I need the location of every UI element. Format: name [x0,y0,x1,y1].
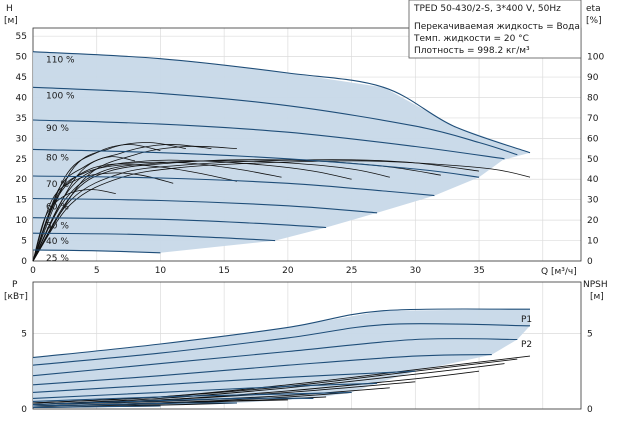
head-y-tick-left: 45 [16,73,27,83]
head-x-tick: 0 [30,266,36,276]
head-y-tick-right: 50 [587,155,599,165]
efficiency-curve [32,164,237,262]
power-curve [32,391,352,402]
head-y-tick-right: 40 [587,175,599,185]
head-y-tick-left: 15 [16,196,27,206]
head-y-tick-left: 0 [21,257,27,267]
speed-label: 90 % [46,124,69,134]
info-line-liquid: Перекачиваемая жидкость = Вода [414,22,580,32]
head-y-tick-left: 35 [16,114,27,124]
head-axis-label: H [6,4,13,14]
head-curve [32,232,276,242]
head-x-tick: 10 [155,266,167,276]
head-y-tick-right: 100 [587,53,604,63]
power-y-tick-left: 5 [21,329,27,339]
head-y-tick-left: 10 [16,216,28,226]
power-curve [32,382,378,399]
head-y-tick-left: 55 [16,32,27,42]
speed-label: 25 % [46,254,69,264]
speed-label: 80 % [46,153,69,163]
head-curve [32,217,327,229]
power-y-tick-right: 5 [587,329,593,339]
power-axis-label: P [12,280,18,290]
head-curve [32,148,480,178]
p1-curve-label: P1 [521,315,532,325]
power-curve [32,370,416,393]
flow-axis-label: Q [м³/ч] [541,267,577,277]
chart-info-legend: TPED 50-430/2-S, 3*400 V, 50Hz Перекачив… [408,0,582,59]
head-curve [32,175,435,197]
head-y-tick-left: 40 [16,93,28,103]
head-y-tick-right: 0 [587,257,593,267]
speed-label: 70 % [46,180,69,190]
npsh-curve [32,363,505,405]
npsh-axis-unit: [м] [590,292,604,302]
head-curve [32,86,518,156]
speed-label: 40 % [46,237,69,247]
p2-curve-label: P2 [521,340,532,350]
head-y-tick-right: 20 [587,216,599,226]
head-x-tick: 5 [94,266,100,276]
head-y-tick-left: 20 [16,175,28,185]
npsh-axis-label: NPSH [583,280,608,290]
speed-label: 110 % [46,56,75,66]
head-x-tick: 25 [346,266,357,276]
efficiency-curve [32,160,390,262]
head-y-tick-right: 80 [587,93,599,103]
power-curve [32,397,314,406]
operating-range-area [33,51,530,253]
chart-title: TPED 50-430/2-S, 3*400 V, 50Hz [413,4,561,14]
info-line-density: Плотность = 998.2 кг/м³ [414,46,530,56]
power-curve [32,323,531,366]
power-y-tick-left: 0 [21,405,27,415]
head-y-tick-left: 30 [16,134,28,144]
power-plot-frame [32,281,582,410]
efficiency-curve [32,144,161,262]
info-line-temperature: Темп. жидкости = 20 °C [413,34,529,44]
efficiency-curve [32,172,174,262]
power-curve [32,402,237,407]
speed-label: 50 % [46,222,69,232]
head-y-tick-right: 30 [587,196,599,206]
power-npsh-chart-panel: 0 5 0 5 [21,281,593,415]
head-x-tick: 15 [218,266,229,276]
power-curve [32,308,531,359]
head-curve [32,119,505,160]
power-range-area [33,309,530,408]
power-curve [32,338,518,377]
power-y-tick-right: 0 [587,405,593,415]
head-curve [32,197,378,214]
head-curve [32,249,161,254]
efficiency-curve [32,142,186,262]
efficiency-curve [32,160,531,262]
efficiency-curve [32,144,212,262]
power-curve [32,405,161,409]
eta-axis-unit: [%] [586,16,602,26]
head-x-tick: 20 [282,266,294,276]
head-axis-unit: [м] [4,16,18,26]
head-y-tick-left: 50 [16,53,28,63]
head-y-tick-left: 5 [21,237,27,247]
head-y-tick-left: 25 [16,155,27,165]
power-curve [32,354,492,386]
head-y-tick-right: 70 [587,114,599,124]
efficiency-curve [32,156,136,262]
eta-axis-label: eta [586,4,601,14]
head-x-tick: 30 [410,266,422,276]
head-y-tick-right: 10 [587,237,599,247]
efficiency-curve [32,145,237,262]
power-axis-unit: [кВт] [4,292,28,302]
head-x-tick: 35 [473,266,484,276]
head-y-tick-right: 60 [587,134,599,144]
head-chart-panel: 0510152025303540455055010203040506070809… [16,27,604,276]
head-y-tick-right: 90 [587,73,599,83]
speed-label: 60 % [46,202,69,212]
head-curve [32,51,531,154]
speed-label: 100 % [46,91,75,101]
